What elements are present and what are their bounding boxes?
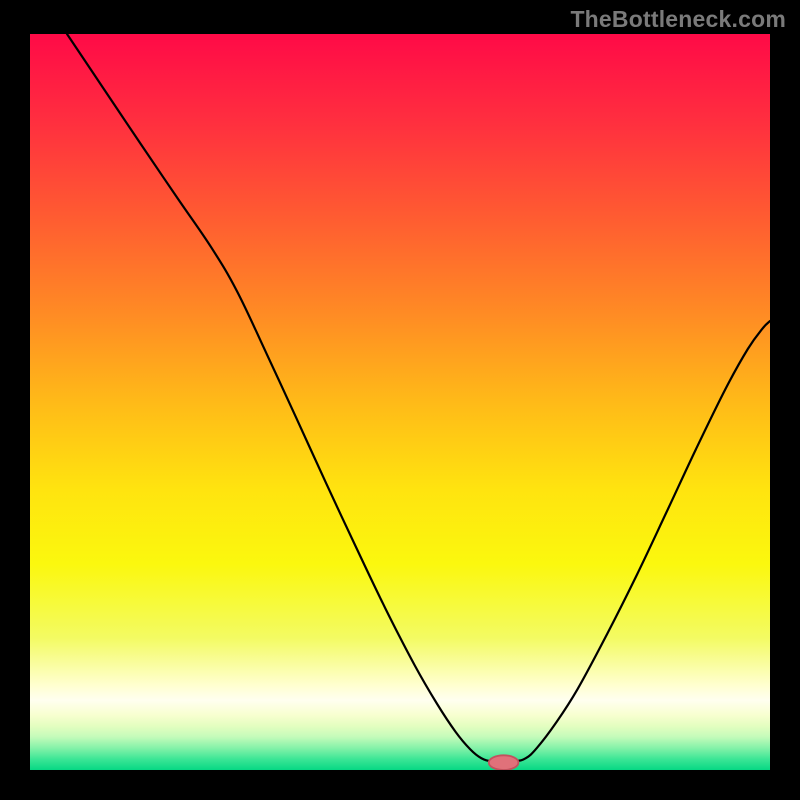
- optimum-marker: [489, 755, 519, 770]
- plot-area: [30, 34, 770, 770]
- chart-frame: TheBottleneck.com: [0, 0, 800, 800]
- plot-svg: [30, 34, 770, 770]
- watermark-text: TheBottleneck.com: [570, 6, 786, 33]
